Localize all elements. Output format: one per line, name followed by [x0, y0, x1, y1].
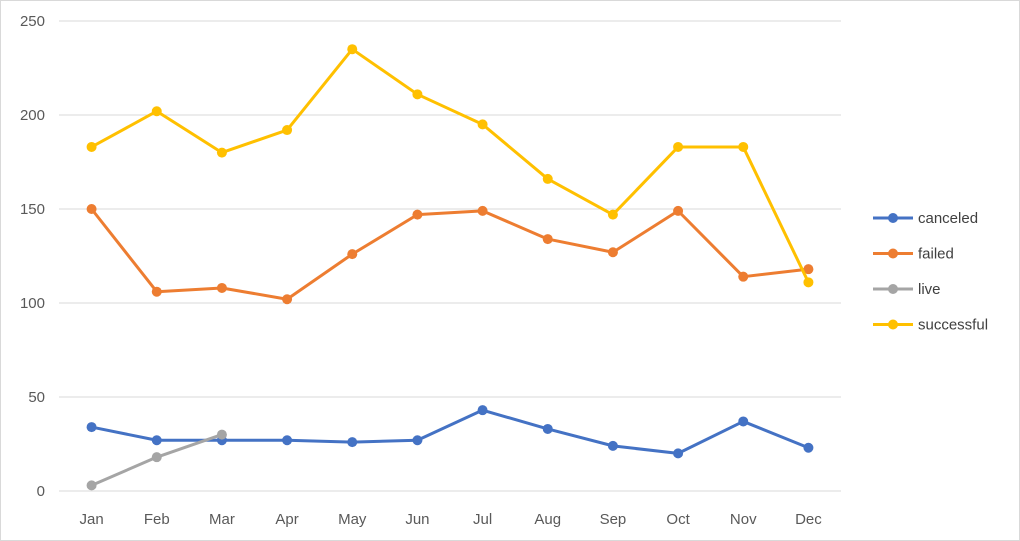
- data-point: [738, 271, 749, 282]
- x-tick-label: Aug: [534, 511, 561, 528]
- data-point: [738, 141, 749, 152]
- data-point: [347, 437, 358, 448]
- data-point: [738, 416, 749, 427]
- legend-marker: [888, 319, 898, 330]
- data-point: [216, 429, 227, 440]
- y-axis-ticks: 0 50 100 150 200 250: [20, 13, 45, 500]
- y-tick-label: 0: [37, 483, 45, 500]
- x-tick-label: Dec: [795, 511, 822, 528]
- x-tick-label: Jun: [405, 511, 429, 528]
- data-point: [151, 286, 162, 297]
- legend-label: successful: [918, 317, 988, 334]
- data-point: [86, 204, 97, 214]
- series-line-successful: [90, 47, 810, 284]
- data-point: [607, 440, 618, 451]
- data-point: [542, 423, 553, 434]
- data-point: [216, 282, 227, 293]
- series-line-canceled: [90, 408, 810, 455]
- gridlines: [59, 20, 841, 492]
- data-point: [673, 448, 684, 459]
- x-tick-label: Feb: [144, 511, 170, 528]
- x-tick-label: Nov: [730, 511, 757, 528]
- legend-label: failed: [918, 246, 954, 263]
- data-point: [151, 452, 162, 463]
- legend-item-canceled: canceled: [873, 210, 978, 227]
- legend-label: canceled: [918, 210, 978, 227]
- x-tick-label: Mar: [209, 511, 235, 528]
- x-tick-label: Sep: [600, 511, 627, 528]
- data-point: [803, 277, 814, 288]
- data-point: [86, 422, 97, 433]
- data-point: [151, 106, 162, 117]
- data-point: [282, 435, 293, 446]
- data-point: [216, 147, 227, 158]
- data-point: [151, 435, 162, 446]
- x-tick-label: Jul: [473, 511, 492, 528]
- data-point: [477, 119, 488, 130]
- y-tick-label: 50: [28, 389, 45, 406]
- series-lines: [86, 44, 814, 491]
- series-failed: [86, 204, 814, 305]
- data-point: [803, 264, 814, 275]
- series-canceled: [86, 405, 814, 459]
- series-line-failed: [90, 207, 810, 301]
- data-point: [477, 405, 488, 416]
- data-point: [607, 209, 618, 220]
- data-point: [542, 234, 553, 245]
- y-tick-label: 200: [20, 107, 45, 124]
- data-point: [86, 141, 97, 152]
- legend-item-failed: failed: [873, 246, 954, 263]
- data-point: [86, 480, 97, 491]
- data-point: [412, 209, 423, 220]
- y-tick-label: 250: [20, 13, 45, 30]
- data-point: [412, 89, 423, 100]
- legend-item-live: live: [873, 281, 941, 298]
- x-tick-label: Jan: [79, 511, 103, 528]
- legend-item-successful: successful: [873, 317, 988, 334]
- x-axis-ticks: Jan Feb Mar Apr May Jun Jul Aug Sep Oct Nov Dec: [79, 511, 822, 528]
- x-tick-label: Oct: [666, 511, 690, 528]
- data-point: [673, 141, 684, 152]
- legend-marker: [888, 213, 898, 223]
- series-live: [86, 429, 227, 491]
- data-point: [412, 435, 423, 446]
- data-point: [477, 205, 488, 216]
- y-tick-label: 100: [20, 295, 45, 312]
- x-tick-label: May: [338, 511, 367, 528]
- data-point: [803, 442, 814, 453]
- legend-marker: [888, 248, 898, 259]
- legend: canceled failed live successful: [873, 210, 988, 334]
- legend-label: live: [918, 281, 941, 298]
- data-point: [607, 247, 618, 258]
- x-tick-label: Apr: [275, 511, 298, 528]
- data-point: [282, 125, 293, 136]
- data-point: [347, 249, 358, 260]
- legend-marker: [888, 284, 898, 294]
- series-successful: [86, 44, 814, 288]
- data-point: [282, 294, 293, 305]
- data-point: [542, 173, 553, 184]
- y-tick-label: 150: [20, 201, 45, 218]
- data-point: [347, 44, 358, 55]
- data-point: [673, 205, 684, 216]
